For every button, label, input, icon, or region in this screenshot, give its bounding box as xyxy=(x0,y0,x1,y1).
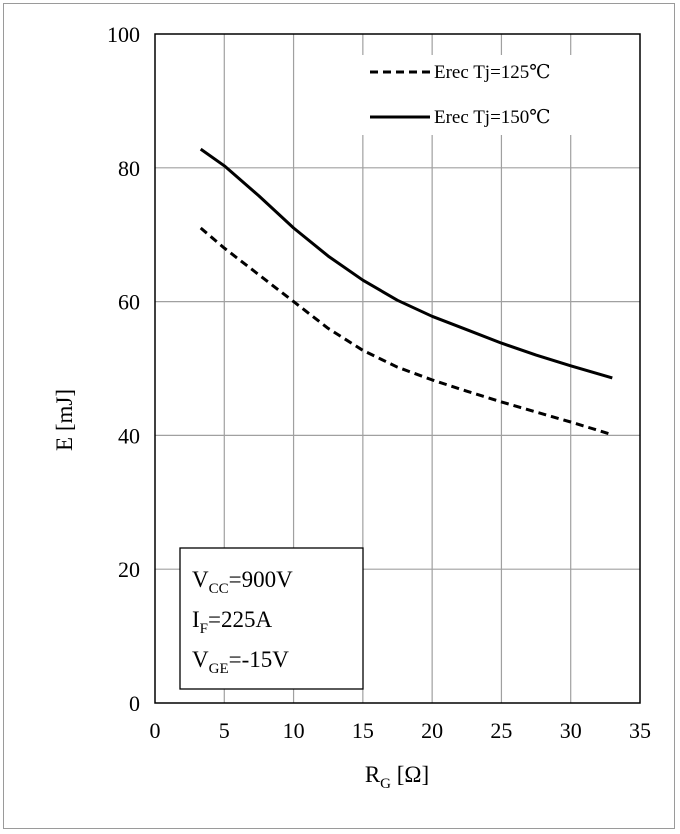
y-tick-label: 60 xyxy=(118,290,140,315)
y-tick-label: 100 xyxy=(107,22,140,47)
tick-labels: 0 5 10 15 20 25 30 35 0 20 40 60 80 100 xyxy=(107,22,651,743)
x-axis-label-main: R xyxy=(365,762,381,787)
x-axis-label-sub: G xyxy=(380,776,391,792)
conditions-box: VCC=900V IF=225A VGE=-15V xyxy=(179,547,364,690)
legend-label-2: Erec Tj=150℃ xyxy=(434,107,551,128)
conditions-box-border xyxy=(179,547,364,690)
series-line-2 xyxy=(199,147,613,380)
x-axis-label-rest: [Ω] xyxy=(391,762,429,787)
series-line-1 xyxy=(199,226,613,437)
y-axis-label: E [mJ] xyxy=(52,389,77,451)
y-tick-label: 0 xyxy=(129,691,140,716)
y-tick-label: 20 xyxy=(118,557,140,582)
legend: Erec Tj=125℃ Erec Tj=150℃ xyxy=(358,55,620,135)
condition-vge: VGE=-15V xyxy=(192,647,289,677)
x-tick-label: 10 xyxy=(283,718,305,743)
y-tick-label: 80 xyxy=(118,156,140,181)
x-tick-label: 25 xyxy=(490,718,512,743)
x-tick-label: 15 xyxy=(352,718,374,743)
legend-background xyxy=(358,55,620,135)
x-tick-label: 35 xyxy=(629,718,651,743)
x-tick-label: 20 xyxy=(421,718,443,743)
x-tick-label: 0 xyxy=(150,718,161,743)
y-tick-label: 40 xyxy=(118,423,140,448)
x-tick-label: 5 xyxy=(219,718,230,743)
chart-frame xyxy=(3,3,675,829)
condition-vcc: VCC=900V xyxy=(192,567,293,597)
x-tick-label: 30 xyxy=(560,718,582,743)
condition-if: IF=225A xyxy=(192,607,272,637)
legend-label-1: Erec Tj=125℃ xyxy=(434,62,551,83)
series-layer xyxy=(199,147,613,437)
plot-area-border xyxy=(154,33,641,704)
x-axis-label: RG [Ω] xyxy=(365,762,429,792)
